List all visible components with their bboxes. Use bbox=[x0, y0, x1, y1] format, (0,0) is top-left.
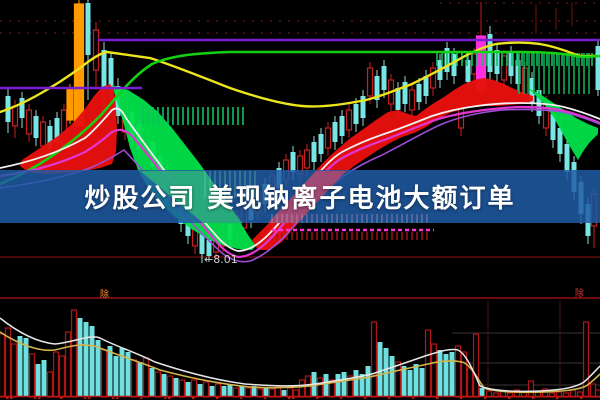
news-headline[interactable]: 炒股公司 美现钠离子电池大额订单 bbox=[84, 184, 516, 214]
vol-ma-yellow bbox=[0, 331, 600, 394]
ma-white bbox=[0, 102, 600, 252]
red-cloud-left bbox=[20, 84, 117, 174]
ma-yellow bbox=[0, 41, 600, 114]
ma-green bbox=[0, 50, 600, 186]
ex-dividend-marker: 除 bbox=[100, 288, 109, 300]
vol-ma-white bbox=[0, 317, 600, 393]
green-wedge-left bbox=[112, 85, 256, 250]
green-cloud-right bbox=[528, 88, 598, 160]
chart-annotations: ←8.01 除 除 bbox=[100, 253, 584, 300]
separator-lines bbox=[0, 256, 600, 299]
ma-violet bbox=[0, 108, 600, 263]
volume-pane bbox=[0, 309, 600, 399]
ex-dividend-marker: 除 bbox=[575, 287, 584, 299]
lowest-price-label: ←8.01 bbox=[204, 253, 238, 266]
red-cloud-mid bbox=[252, 78, 533, 250]
news-banner[interactable]: 炒股公司 美现钠离子电池大额订单 bbox=[0, 170, 600, 223]
ma-magenta bbox=[0, 105, 600, 259]
level-lines bbox=[0, 38, 600, 232]
moving-average-lines bbox=[0, 41, 600, 263]
